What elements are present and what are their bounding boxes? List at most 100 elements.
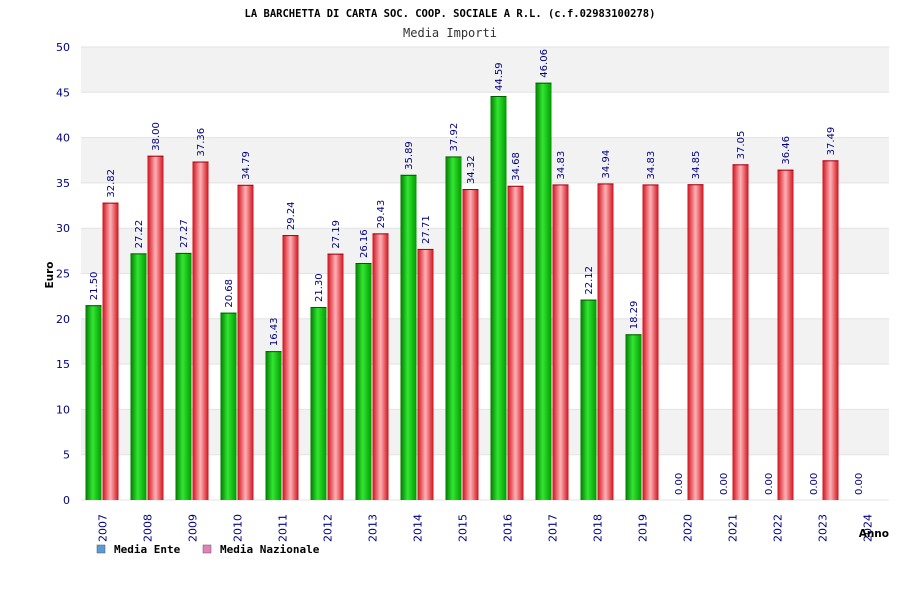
legend-label-ente: Media Ente <box>114 543 181 556</box>
value-label: 37.92 <box>449 123 460 152</box>
value-label: 0.00 <box>809 473 820 495</box>
x-tick-label: 2014 <box>412 514 425 542</box>
x-tick-label: 2023 <box>817 514 830 542</box>
bar-media-nazionale <box>687 184 704 500</box>
grid-band <box>81 182 889 229</box>
grid-band <box>81 454 889 500</box>
chart-title: LA BARCHETTA DI CARTA SOC. COOP. SOCIALE… <box>245 8 656 20</box>
y-tick-label: 45 <box>56 86 70 99</box>
legend-swatch-ente <box>96 544 106 554</box>
bar-media-nazionale <box>417 248 434 500</box>
value-labels: 21.50 32.82 27.22 38.00 27.27 37.36 20.68 34.79… <box>89 49 865 495</box>
value-label: 26.16 <box>359 229 370 258</box>
value-label: 22.12 <box>584 266 595 295</box>
value-label: 18.29 <box>629 301 640 330</box>
y-axis-label: Euro <box>44 261 56 288</box>
value-label: 0.00 <box>764 473 775 495</box>
bar-media-nazionale <box>147 155 164 500</box>
bar-media-ente <box>535 82 552 500</box>
bar-media-nazionale <box>192 161 209 500</box>
value-label: 29.43 <box>376 200 387 229</box>
value-label: 35.89 <box>404 141 415 170</box>
x-tick-label: 2010 <box>232 514 245 542</box>
x-tick-label: 2019 <box>637 514 650 542</box>
legend-label-nazionale: Media Nazionale <box>220 543 320 556</box>
grid-band <box>81 228 889 274</box>
grid-bands <box>81 46 889 501</box>
y-tick-label: 50 <box>56 41 70 54</box>
x-tick-label: 2011 <box>277 514 290 542</box>
value-label: 21.30 <box>314 273 325 302</box>
bar-media-ente <box>445 156 462 500</box>
bar-media-nazionale <box>552 184 569 501</box>
value-label: 27.71 <box>421 215 432 244</box>
chart-subtitle: Media Importi <box>403 26 497 40</box>
bar-media-nazionale <box>777 169 794 500</box>
x-tick-label: 2024 <box>862 514 875 542</box>
value-label: 34.83 <box>556 151 567 180</box>
y-tick-label: 40 <box>56 132 70 145</box>
value-label: 37.36 <box>196 128 207 157</box>
value-label: 36.46 <box>781 136 792 165</box>
bar-media-ente <box>175 252 192 500</box>
legend-swatch-nazionale <box>202 544 212 554</box>
x-tick-label: 2018 <box>592 514 605 542</box>
bar-media-ente <box>265 351 282 500</box>
value-label: 27.19 <box>331 220 342 249</box>
bar-media-nazionale <box>462 189 479 501</box>
bar-media-nazionale <box>327 253 344 500</box>
value-label: 27.22 <box>134 220 145 249</box>
grid-band <box>81 364 889 410</box>
value-label: 16.43 <box>269 318 280 347</box>
grid-band <box>81 318 889 365</box>
x-tick-label: 2013 <box>367 514 380 542</box>
grid-band <box>81 47 889 93</box>
value-label: 0.00 <box>674 473 685 495</box>
y-tick-label: 30 <box>56 222 70 235</box>
bar-media-ente <box>355 262 372 500</box>
bar-media-nazionale <box>372 233 389 500</box>
value-label: 34.83 <box>646 151 657 180</box>
value-label: 32.82 <box>106 169 117 198</box>
value-label: 38.00 <box>151 122 162 151</box>
bar-media-nazionale <box>597 183 614 500</box>
bar-media-nazionale <box>822 160 839 500</box>
y-tick-label: 10 <box>56 403 70 416</box>
y-tick-label: 20 <box>56 313 70 326</box>
y-tick-label: 15 <box>56 358 70 371</box>
bar-media-nazionale <box>732 164 749 500</box>
y-tick-label: 5 <box>63 449 70 462</box>
value-label: 27.27 <box>179 219 190 248</box>
bar-media-ente <box>310 307 327 500</box>
value-label: 29.24 <box>286 201 297 230</box>
value-label: 37.05 <box>736 131 747 160</box>
value-label: 34.94 <box>601 150 612 179</box>
x-tick-label: 2007 <box>97 514 110 542</box>
x-tick-label: 2016 <box>502 514 515 542</box>
value-label: 44.59 <box>494 62 505 91</box>
bar-media-nazionale <box>642 184 659 501</box>
x-tick-label: 2022 <box>772 514 785 542</box>
grid-band <box>81 92 889 138</box>
x-tick-label: 2008 <box>142 514 155 542</box>
value-label: 0.00 <box>719 473 730 495</box>
x-tick-label: 2020 <box>682 514 695 542</box>
y-tick-label: 0 <box>63 494 70 507</box>
value-label: 46.06 <box>539 49 550 78</box>
value-label: 20.68 <box>224 279 235 308</box>
bar-media-ente <box>220 312 237 500</box>
x-tick-label: 2012 <box>322 514 335 542</box>
bar-media-ente <box>85 305 102 500</box>
bar-media-nazionale <box>102 202 119 500</box>
bar-media-ente <box>490 96 507 501</box>
grid-band <box>81 409 889 455</box>
value-label: 37.49 <box>826 127 837 156</box>
bar-media-ente <box>625 334 642 500</box>
value-label: 34.79 <box>241 151 252 180</box>
value-label: 34.68 <box>511 152 522 181</box>
x-axis-ticks: 2007 2008 2009 2010 2011 2012 2013 2014 2015 2016… <box>97 514 875 542</box>
value-label: 0.00 <box>854 473 865 495</box>
value-label: 34.32 <box>466 155 477 184</box>
value-label: 34.85 <box>691 151 702 180</box>
